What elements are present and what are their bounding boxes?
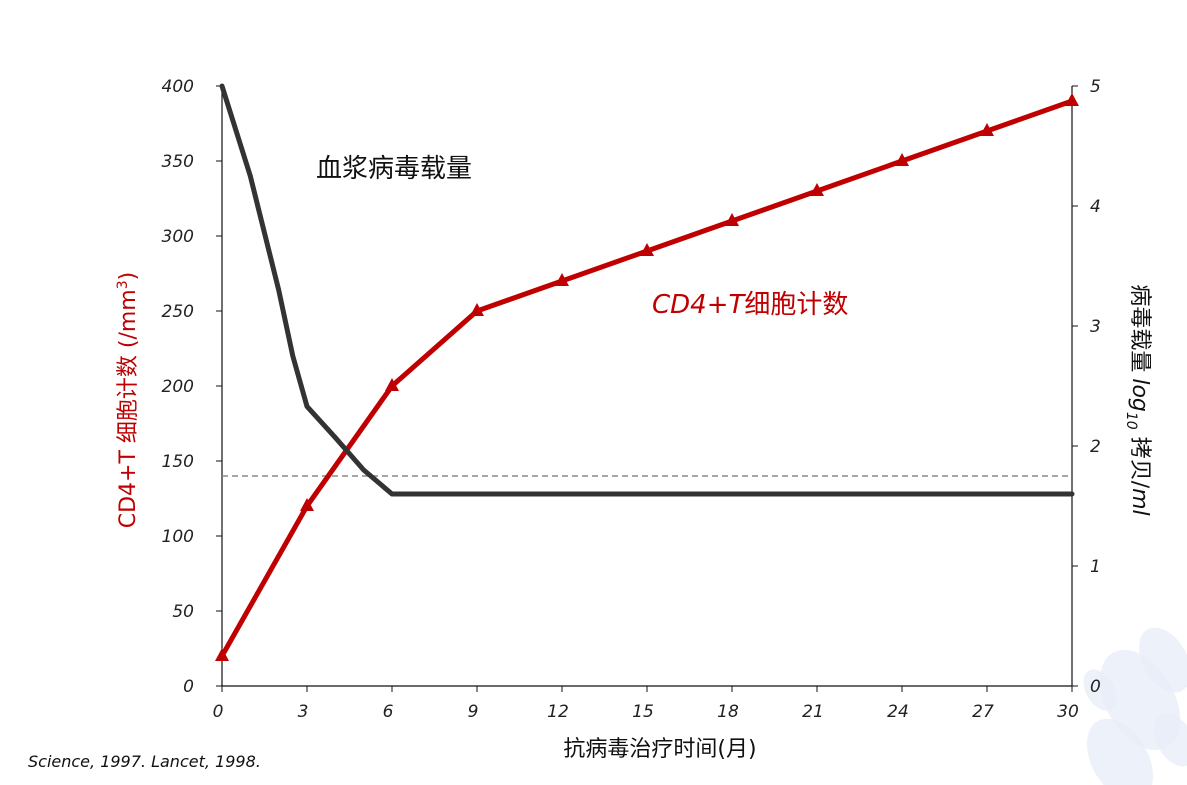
left-tick-label: 350 xyxy=(162,152,194,172)
right-tick-label: 0 xyxy=(1090,677,1101,697)
viral-load-series-line xyxy=(219,83,1075,497)
cd4-data-point xyxy=(980,123,994,136)
cd4-data-point xyxy=(895,153,909,166)
x-tick-label: 21 xyxy=(802,702,824,722)
x-tick-label: 0 xyxy=(213,702,224,722)
right-tick-label: 5 xyxy=(1090,77,1101,97)
cd4-data-point xyxy=(1065,93,1079,106)
x-tick-label: 15 xyxy=(632,702,654,722)
left-axis-label-sup: 3 xyxy=(115,280,131,289)
x-tick-label: 6 xyxy=(383,702,394,722)
right-axis-label-part2: 拷贝/ xyxy=(1127,430,1152,489)
cd4-annotation-italic: CD4+T xyxy=(652,290,747,320)
x-tick-label: 27 xyxy=(972,702,994,722)
x-tick-label: 3 xyxy=(298,702,309,722)
left-tick-label: 400 xyxy=(162,77,194,97)
series-group xyxy=(215,83,1079,661)
viral-load-annotation: 血浆病毒载量 xyxy=(316,154,472,184)
decoration-blob xyxy=(1086,718,1154,785)
x-tick-label: 18 xyxy=(717,702,739,722)
x-tick-label: 24 xyxy=(887,702,909,722)
cd4-data-point xyxy=(215,648,229,661)
left-tick-label: 250 xyxy=(162,302,194,322)
right-tick-label: 4 xyxy=(1090,197,1101,217)
x-axis-label: 抗病毒治疗时间(月) xyxy=(563,737,756,762)
right-tick-label: 1 xyxy=(1090,557,1101,577)
left-axis-ticks: 0 50 100 150 200 250 300 350 400 xyxy=(162,77,222,697)
cd4-series-line xyxy=(219,98,1075,659)
cd4-data-point xyxy=(810,183,824,196)
left-tick-label: 100 xyxy=(162,527,194,547)
right-tick-label: 3 xyxy=(1090,317,1101,337)
right-axis-label-part1: 病毒载量 xyxy=(1127,284,1152,372)
left-tick-label: 200 xyxy=(162,377,194,397)
left-axis-label-close: ) xyxy=(116,272,141,281)
cd4-annotation-rest: 细胞计数 xyxy=(744,290,848,320)
x-axis-ticks: 0 3 6 9 12 15 18 21 24 27 30 xyxy=(213,686,1079,722)
cd4-annotation: CD4+T细胞计数 xyxy=(652,290,848,320)
left-tick-label: 150 xyxy=(162,452,194,472)
left-axis-label-unit: (/mm xyxy=(116,289,141,355)
cd4-data-point xyxy=(555,273,569,286)
left-tick-label: 50 xyxy=(172,602,194,622)
background-decoration xyxy=(1083,627,1187,785)
right-axis-ticks: 0 1 2 3 4 5 xyxy=(1072,77,1101,697)
right-tick-label: 2 xyxy=(1090,437,1101,457)
left-tick-label: 300 xyxy=(162,227,194,247)
right-axis-label: 病毒载量 log10 拷贝/ml xyxy=(1123,284,1152,515)
cd4-data-point xyxy=(385,378,399,391)
x-tick-label: 12 xyxy=(547,702,569,722)
x-tick-label: 9 xyxy=(468,702,479,722)
decoration-blob xyxy=(1083,669,1117,711)
cd4-data-point xyxy=(640,243,654,256)
right-axis-label-log: log xyxy=(1127,378,1152,412)
citation: Science, 1997. Lancet, 1998. xyxy=(28,752,261,771)
decoration-blob xyxy=(1139,627,1187,693)
right-axis-label-unit: ml xyxy=(1127,488,1152,516)
left-axis-label: CD4+T 细胞计数 (/mm3) xyxy=(115,272,141,529)
left-tick-label: 0 xyxy=(183,677,194,697)
left-axis-label-colored: CD4+T 细胞计数 xyxy=(116,355,141,528)
cd4-data-point xyxy=(725,213,739,226)
decoration-blob xyxy=(1153,713,1187,767)
cd4-data-point xyxy=(470,303,484,316)
right-axis-label-sub: 10 xyxy=(1123,412,1139,430)
x-tick-label: 30 xyxy=(1057,702,1079,722)
cd4-data-point xyxy=(300,498,314,511)
